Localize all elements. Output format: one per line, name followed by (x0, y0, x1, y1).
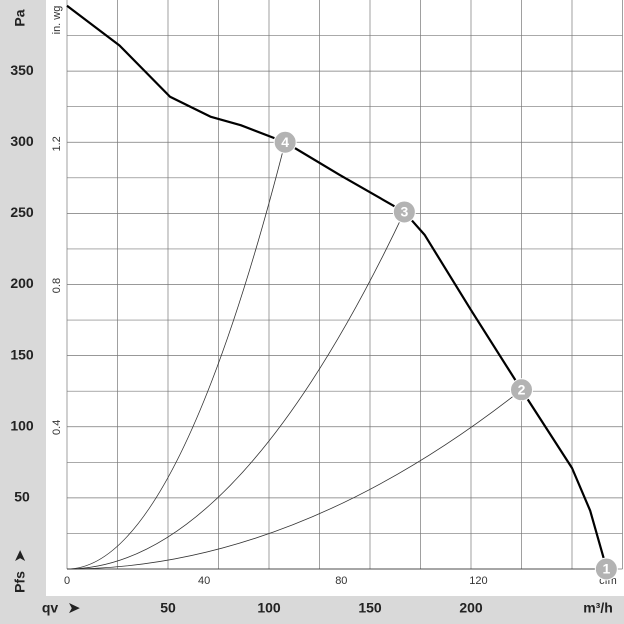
operating-point (273, 130, 297, 154)
operating-point-label: 1 (602, 561, 610, 577)
y2-unit: in. wg (51, 6, 63, 35)
x-tick-label: 100 (257, 600, 281, 616)
x-unit: m³/h (583, 600, 613, 616)
x-symbol: qv (42, 600, 59, 616)
y-symbol: Pfs (12, 571, 28, 593)
operating-point-label: 3 (400, 204, 408, 220)
system-curve (66, 389, 522, 570)
operating-point (510, 378, 533, 402)
y-tick-label: 250 (10, 204, 34, 220)
y-tick-label: 300 (10, 133, 34, 149)
y-tick-label: 100 (10, 417, 34, 433)
y-tick-label: 150 (10, 346, 34, 362)
system-curve (66, 211, 405, 570)
x-tick-label: 150 (358, 600, 382, 616)
y2-tick-label: 0.8 (51, 278, 63, 293)
operating-point-label: 4 (281, 134, 289, 150)
operating-point (594, 557, 618, 581)
x2-tick-label: 40 (198, 575, 210, 587)
y-tick-label: 50 (14, 489, 30, 505)
y-arrow: ➤ (12, 550, 28, 562)
operating-point-label: 2 (518, 381, 526, 397)
x2-tick-label: 120 (469, 575, 487, 587)
x-tick-label: 50 (160, 600, 176, 616)
y2-tick-label: 0.4 (51, 420, 63, 435)
system-curve (66, 142, 286, 570)
left-band (0, 0, 46, 624)
x-arrow: ➤ (68, 600, 80, 616)
bottom-band (0, 596, 624, 624)
x2-tick-label: 0 (64, 575, 70, 587)
y2-tick-label: 1.2 (51, 136, 63, 151)
fan-curve (66, 4, 608, 568)
y-unit: Pa (12, 9, 28, 26)
y-tick-label: 200 (10, 275, 34, 291)
y-tick-label: 350 (10, 62, 34, 78)
x-tick-label: 200 (459, 600, 483, 616)
operating-point (392, 200, 416, 224)
x2-tick-label: 80 (335, 575, 347, 587)
